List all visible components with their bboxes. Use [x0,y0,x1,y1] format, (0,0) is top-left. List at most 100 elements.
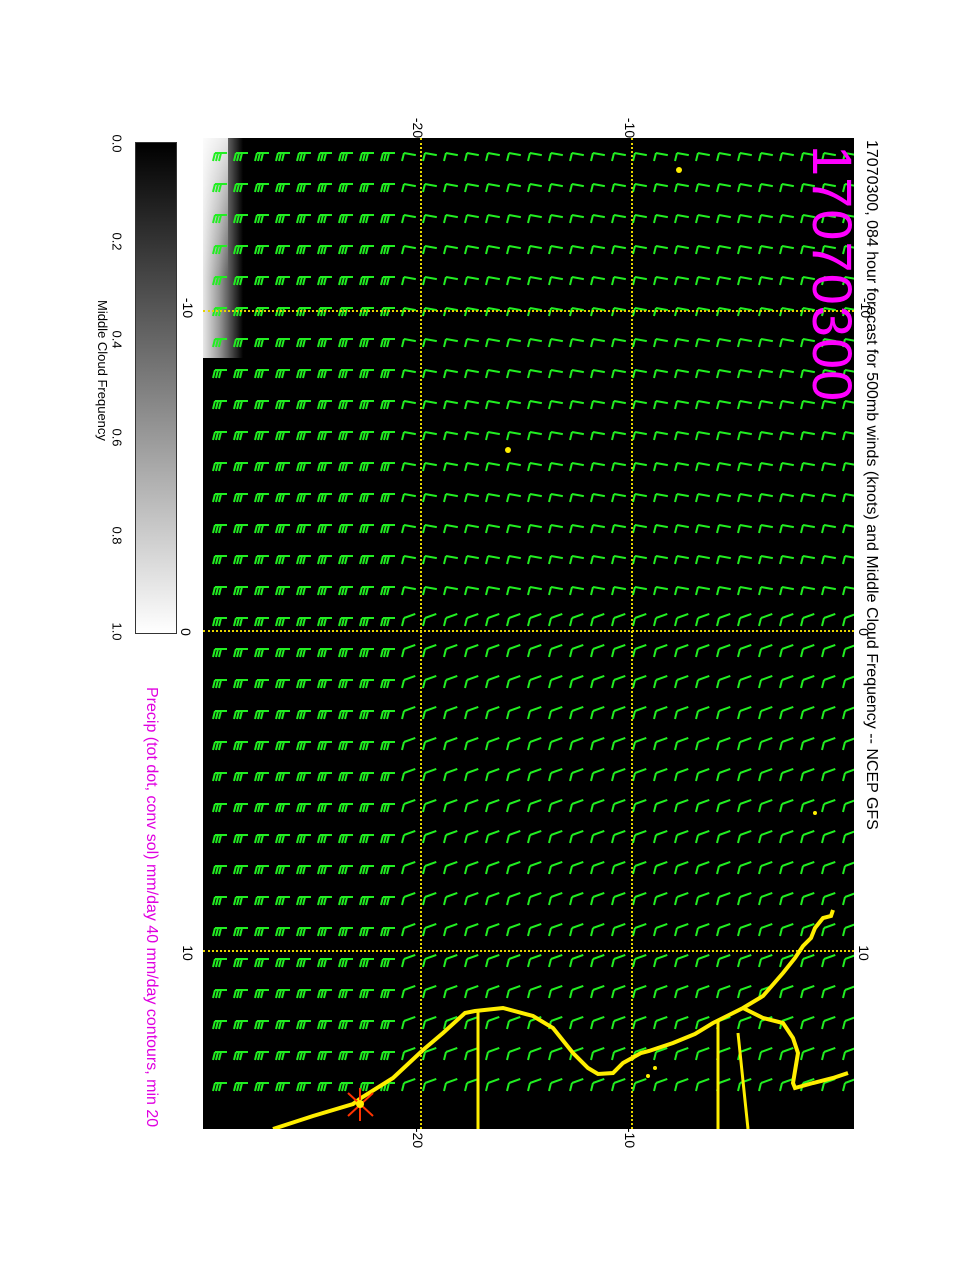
colorbar [135,142,177,634]
wind-barb [653,953,668,968]
wind-barb [506,400,521,410]
right-tick-label: 10 [855,945,872,961]
wind-barb [548,183,563,193]
wind-barb [716,736,731,751]
wind-barb [653,462,668,472]
wind-barb [296,586,311,596]
wind-barb [212,493,227,503]
wind-barb [422,922,437,937]
wind-barb [359,183,374,193]
wind-barb [296,152,311,162]
wind-barb [212,834,227,844]
wind-barb [758,767,773,782]
wind-barb [485,674,500,689]
wind-barb [632,798,647,813]
wind-barb [464,891,479,906]
wind-barb [737,555,752,565]
wind-barb [548,152,563,162]
wind-barb [359,1020,374,1030]
wind-barb [695,586,710,596]
wind-barb [674,1015,689,1030]
wind-barb [485,953,500,968]
wind-barb [674,400,689,410]
wind-barb [800,1015,815,1030]
wind-barb [317,710,332,720]
wind-barb [611,705,626,720]
wind-barb [485,767,500,782]
wind-barb [674,643,689,658]
wind-barb [422,612,437,627]
wind-barb [275,431,290,441]
wind-barb [590,338,605,348]
wind-barb [359,369,374,379]
wind-barb [296,865,311,875]
wind-barb [422,524,437,534]
wind-barb [653,612,668,627]
wind-barb [548,1046,563,1061]
wind-barb [527,245,542,255]
wind-barb [548,555,563,565]
wind-barb [401,891,416,906]
wind-barb [548,860,563,875]
wind-barb [317,431,332,441]
wind-barb [506,1046,521,1061]
wind-barb [653,307,668,317]
wind-barb [527,984,542,999]
wind-barb [254,462,269,472]
wind-barb [632,767,647,782]
wind-barb [674,276,689,286]
wind-barb [254,307,269,317]
wind-barb [590,369,605,379]
wind-barb [338,741,353,751]
wind-barb [800,1046,815,1061]
wind-barb [317,245,332,255]
wind-barb [569,152,584,162]
wind-barb [779,338,794,348]
island [813,811,817,815]
wind-barb [695,798,710,813]
wind-barb [380,431,395,441]
wind-barb [800,767,815,782]
wind-barb [737,369,752,379]
wind-barb [506,612,521,627]
wind-barb [527,214,542,224]
wind-barb [317,741,332,751]
wind-barb [548,1077,563,1092]
wind-barb [212,555,227,565]
wind-barb [422,829,437,844]
wind-barb [548,922,563,937]
wind-barb [212,152,227,162]
wind-barb [422,493,437,503]
wind-barb [569,431,584,441]
wind-barb [212,865,227,875]
wind-barb [338,245,353,255]
wind-barb [380,555,395,565]
wind-barb [674,245,689,255]
wind-barb [527,524,542,534]
wind-barb [296,834,311,844]
wind-barb [527,183,542,193]
wind-barb [422,705,437,720]
wind-barb [674,612,689,627]
wind-barb [464,493,479,503]
wind-barb [548,705,563,720]
wind-barb [569,493,584,503]
wind-barb [611,798,626,813]
wind-barb [821,276,836,286]
wind-barb [527,276,542,286]
wind-barb [380,958,395,968]
wind-barb [506,953,521,968]
wind-barb [233,617,248,627]
wind-barb [590,245,605,255]
wind-barb [569,612,584,627]
wind-barb [380,710,395,720]
wind-barb [758,400,773,410]
wind-barb [422,183,437,193]
wind-barb [527,338,542,348]
wind-barb [737,524,752,534]
wind-barb [359,493,374,503]
wind-barb [317,307,332,317]
wind-barb [422,1015,437,1030]
wind-barb [737,705,752,720]
wind-barb [674,431,689,441]
